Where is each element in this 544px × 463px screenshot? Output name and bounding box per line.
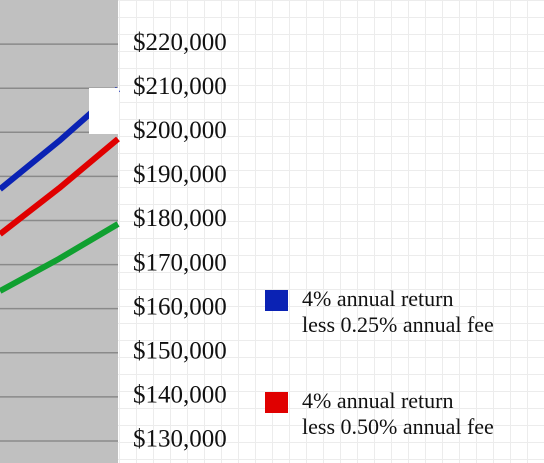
y-tick-label: $190,000 [133, 161, 227, 188]
y-tick-label: $200,000 [133, 117, 227, 144]
legend-swatch [265, 392, 288, 413]
series-line [0, 136, 120, 237]
legend-swatch [265, 290, 288, 311]
y-tick-label: $150,000 [133, 337, 227, 364]
y-tick-label: $210,000 [133, 73, 227, 100]
legend-label: 4% annual return less 0.50% annual fee [302, 388, 494, 439]
legend-label: 4% annual return less 0.25% annual fee [302, 286, 494, 337]
plot-area [0, 0, 118, 463]
y-tick-label: $170,000 [133, 249, 227, 276]
y-tick-label: $180,000 [133, 205, 227, 232]
series-line [0, 221, 120, 294]
y-tick-label: $160,000 [133, 293, 227, 320]
y-tick-label: $130,000 [133, 426, 227, 453]
highlight-box [89, 88, 119, 134]
y-tick-label: $140,000 [133, 382, 227, 409]
y-tick-label: $220,000 [133, 29, 227, 56]
